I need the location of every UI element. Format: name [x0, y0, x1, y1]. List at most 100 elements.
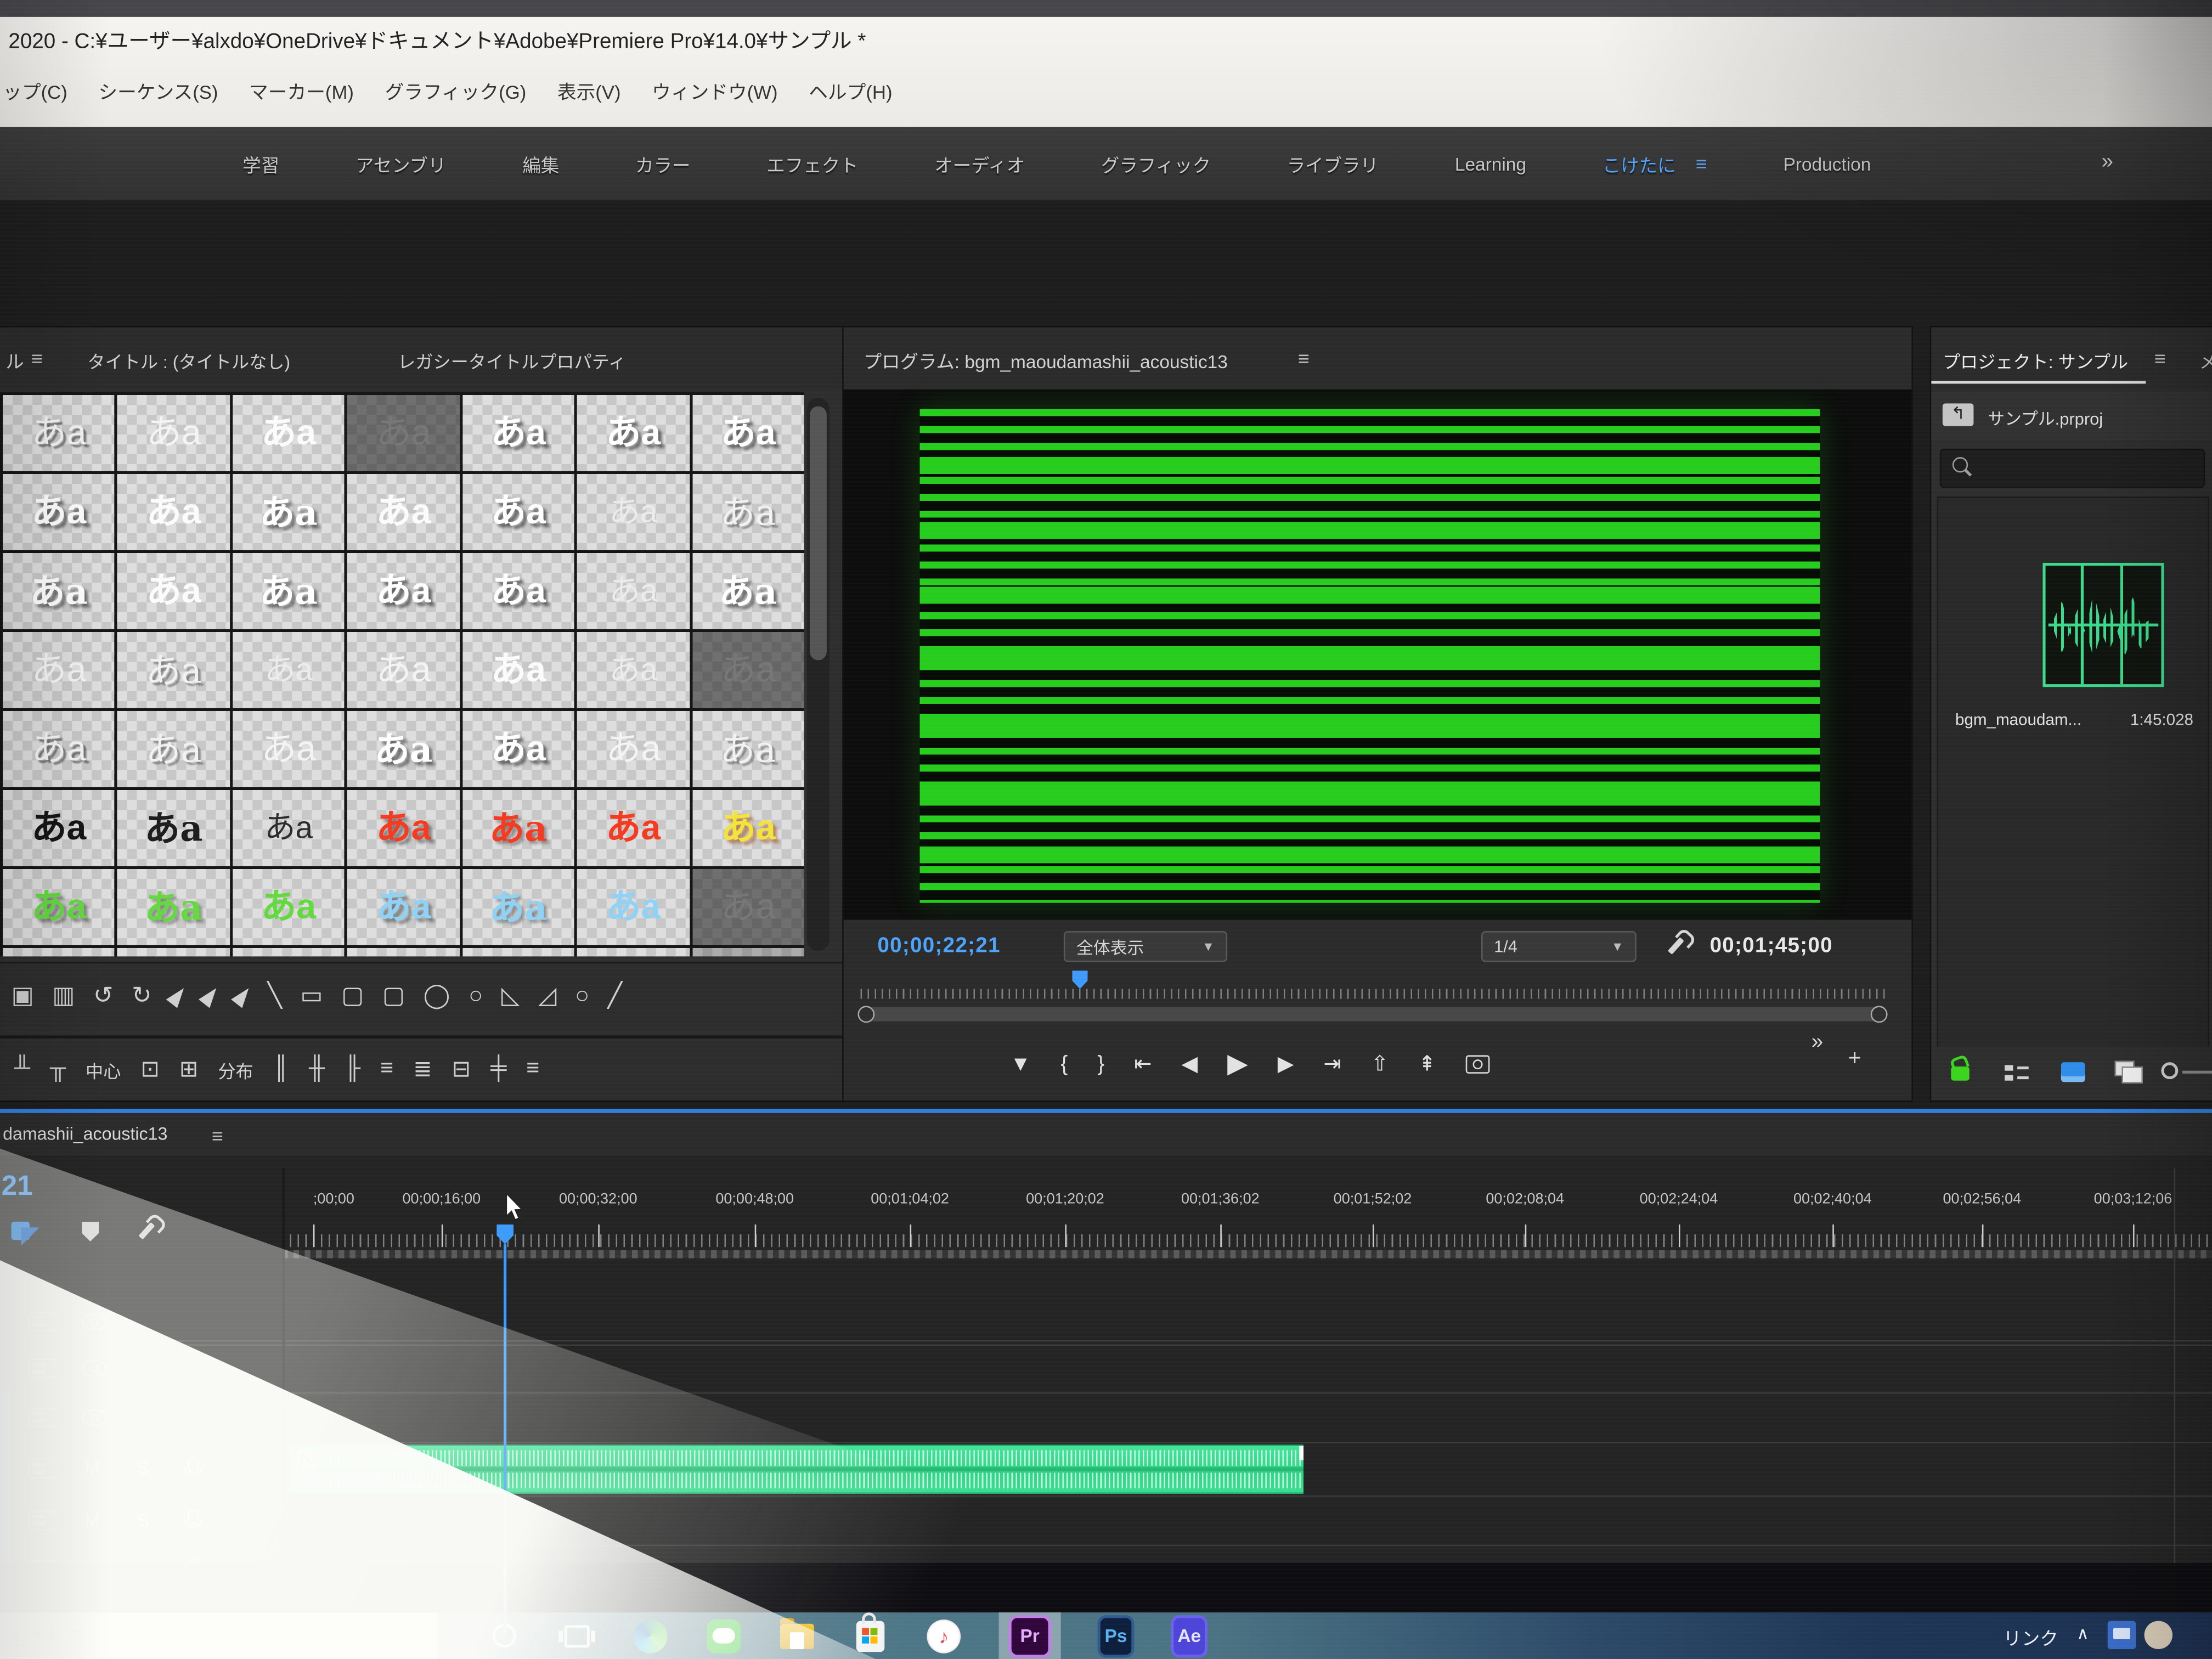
play-button[interactable]: ▶ — [1227, 1048, 1248, 1079]
menu-item-3[interactable]: グラフィック(G) — [385, 82, 527, 103]
title-style-swatch-r4c6[interactable]: あa — [692, 711, 804, 787]
playback-resolution-select[interactable]: 1/4 ▼ — [1481, 931, 1637, 962]
title-style-swatch-r7c1[interactable]: あa — [117, 948, 230, 957]
title-style-swatch-r5c6[interactable]: あa — [692, 790, 804, 866]
pen-tool[interactable] — [165, 983, 189, 1008]
export-frame-button[interactable] — [1465, 1054, 1490, 1073]
taskbar-photoshop[interactable]: Ps — [1097, 1615, 1135, 1657]
tray-chevron-up-icon[interactable]: ∧ — [2076, 1623, 2089, 1644]
workspace-tab-8[interactable]: Learning — [1454, 153, 1527, 174]
step-forward-button[interactable]: ▶ — [1277, 1052, 1294, 1076]
circle-tool[interactable]: ○ — [468, 981, 483, 1009]
title-style-swatch-r0c2[interactable]: あa — [232, 395, 345, 471]
add-marker-button[interactable]: ▼ — [1010, 1052, 1031, 1076]
delete-anchor-tool[interactable] — [230, 983, 254, 1008]
title-style-swatch-r3c3[interactable]: あa — [347, 632, 460, 708]
title-style-swatch-r6c1[interactable]: あa — [117, 869, 230, 945]
menu-item-2[interactable]: マーカー(M) — [249, 82, 354, 103]
toggle-track-output-icon[interactable] — [82, 1312, 108, 1330]
taskbar-file-explorer[interactable] — [778, 1617, 815, 1654]
title-style-swatch-r4c3[interactable]: あa — [347, 711, 460, 787]
title-style-swatch-r1c4[interactable]: あa — [462, 474, 574, 550]
title-style-swatch-r5c0[interactable]: あa — [3, 790, 115, 866]
distribute-box-icon[interactable]: ⊟ — [452, 1058, 471, 1082]
workspace-tab-7[interactable]: ライブラリ — [1286, 154, 1379, 176]
title-style-swatch-r5c3[interactable]: あa — [347, 790, 460, 866]
title-style-swatch-r6c0[interactable]: あa — [3, 869, 115, 945]
workspace-tab-0[interactable]: 学習 — [242, 154, 280, 176]
title-style-swatch-r0c4[interactable]: あa — [462, 395, 574, 471]
title-style-swatch-r1c2[interactable]: あa — [232, 474, 345, 550]
zoom-slider-track[interactable] — [2182, 1070, 2212, 1074]
distribute-stack-icon[interactable]: ≣ — [413, 1058, 432, 1082]
audio-clip[interactable]: fx — [289, 1444, 1304, 1494]
tab-sequence[interactable]: damashii_acoustic13 — [3, 1124, 168, 1144]
bin-item-row[interactable]: bgm_maoudam... 1:45:028 — [1938, 713, 2208, 735]
source-patch-icon[interactable] — [28, 1407, 57, 1427]
voiceover-record-icon[interactable] — [183, 1509, 204, 1527]
zoom-handle-left[interactable] — [857, 1006, 875, 1023]
timeline-ruler[interactable]: ;00;00 00;00;16;00 00;00;32;00 00;00;48;00 0… — [282, 1168, 2212, 1250]
title-style-swatch-r5c4[interactable]: あa — [462, 790, 574, 866]
taskbar-microsoft-store[interactable] — [852, 1611, 889, 1654]
title-style-swatch-r2c2[interactable]: あa — [232, 553, 345, 629]
distribute-gap-icon[interactable]: ≡ — [526, 1057, 540, 1081]
taskbar-line-app[interactable] — [706, 1617, 742, 1654]
diagonal-line-tool[interactable]: ╱ — [607, 981, 623, 1009]
title-style-swatch-r0c5[interactable]: あa — [577, 395, 690, 471]
title-style-swatch-r6c3[interactable]: あa — [347, 869, 460, 945]
oval-tool[interactable]: ○ — [574, 981, 590, 1009]
zoom-level-select[interactable]: 全体表示 ▼ — [1063, 931, 1228, 962]
mark-out-button[interactable]: } — [1097, 1052, 1105, 1076]
taskbar-task-view[interactable] — [558, 1617, 596, 1654]
nested-sequence-icon[interactable] — [11, 1221, 30, 1240]
folder-up-icon[interactable]: ↰ — [1942, 403, 1974, 426]
next-tab-partial[interactable]: メ — [2199, 347, 2212, 374]
clip-out-handle[interactable] — [1299, 1446, 1304, 1460]
wedge-tool[interactable]: ◺ — [501, 981, 520, 1009]
title-style-swatch-r1c5[interactable]: あa — [577, 474, 690, 550]
taskbar-premiere-pro[interactable]: Pr — [998, 1612, 1061, 1659]
workspace-tab-2[interactable]: 編集 — [522, 154, 560, 176]
title-style-swatch-r7c3[interactable]: あa — [347, 948, 460, 957]
panel-menu-icon[interactable]: ≡ — [211, 1124, 223, 1147]
title-style-swatch-r3c2[interactable]: あa — [232, 632, 345, 708]
menu-item-5[interactable]: ウィンドウ(W) — [652, 82, 778, 103]
zoom-slider-handle[interactable] — [2161, 1062, 2179, 1080]
workspace-tab-3[interactable]: カラー — [635, 154, 691, 176]
monitor-time-ruler[interactable] — [860, 976, 1885, 999]
sequence-timecode-partial[interactable]: 21 — [1, 1171, 33, 1202]
distribute-v-icon[interactable]: ║ — [273, 1057, 289, 1081]
title-style-swatch-r3c6[interactable]: あa — [692, 632, 804, 708]
workspace-tab-9[interactable]: こけたに — [1602, 154, 1676, 176]
title-style-swatch-r3c5[interactable]: あa — [577, 632, 690, 708]
mute-track-button[interactable]: M — [84, 1509, 100, 1530]
distribute-h-icon[interactable]: ╫ — [308, 1057, 325, 1081]
add-anchor-tool[interactable] — [198, 983, 222, 1008]
title-style-swatch-r2c5[interactable]: あa — [577, 553, 690, 629]
taskbar-edge[interactable] — [632, 1617, 669, 1654]
freeform-view-icon[interactable] — [2114, 1060, 2143, 1084]
panel-menu-icon[interactable]: ≡ — [1297, 347, 1310, 370]
title-style-swatch-r0c6[interactable]: あa — [692, 395, 804, 471]
tray-app-icon[interactable] — [2107, 1621, 2136, 1649]
arc-tool[interactable]: ◿ — [538, 981, 557, 1009]
distribute-rows-icon[interactable]: ≡ — [380, 1057, 394, 1081]
go-to-in-button[interactable]: ⇤ — [1134, 1052, 1152, 1076]
title-style-swatch-r0c1[interactable]: あa — [117, 395, 230, 471]
toggle-track-output-icon[interactable] — [82, 1408, 108, 1426]
title-style-swatch-r4c5[interactable]: あa — [577, 711, 690, 787]
title-style-swatch-r6c2[interactable]: あa — [232, 869, 345, 945]
valign-top-icon[interactable]: ╨ — [14, 1057, 30, 1081]
rotate-cw-tool[interactable]: ↻ — [132, 981, 152, 1009]
menu-item-6[interactable]: ヘルプ(H) — [809, 82, 893, 103]
title-style-swatch-r3c1[interactable]: あa — [117, 632, 230, 708]
more-buttons-icon[interactable]: » — [1811, 1030, 1824, 1054]
zoom-handle-right[interactable] — [1870, 1006, 1888, 1023]
go-to-out-button[interactable]: ⇥ — [1323, 1052, 1341, 1076]
workspace-tab-10[interactable]: Production — [1783, 153, 1871, 174]
scrollbar-handle[interactable] — [810, 406, 827, 661]
rounded-rect-tool[interactable]: ▢ — [341, 981, 364, 1009]
title-style-swatch-r2c1[interactable]: あa — [117, 553, 230, 629]
taskbar-after-effects[interactable]: Ae — [1171, 1615, 1208, 1657]
